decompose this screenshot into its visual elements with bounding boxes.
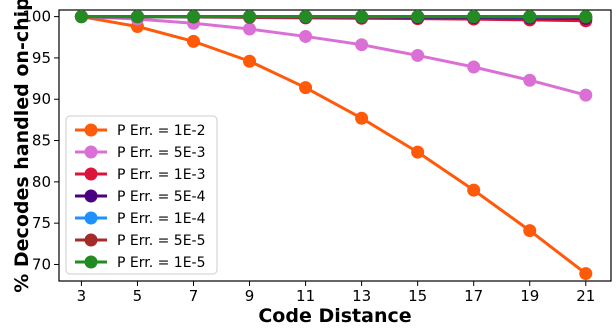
series-7 (74, 10, 593, 24)
data-point (467, 10, 481, 24)
series-2 (74, 10, 593, 102)
legend-label: P Err. = 5E-3 (117, 145, 206, 161)
x-tick-label: 17 (464, 287, 483, 305)
y-tick-label: 75 (32, 214, 51, 232)
data-point (130, 10, 144, 24)
y-tick-label: 70 (32, 255, 51, 273)
data-point (299, 81, 313, 95)
data-point (467, 60, 481, 74)
legend-marker (84, 233, 98, 247)
legend-entry: P Err. = 5E-3 (75, 145, 206, 161)
legend-marker (84, 123, 98, 137)
data-point (74, 10, 88, 24)
series-line (81, 15, 587, 275)
data-point (243, 22, 257, 36)
data-point (411, 145, 425, 159)
x-axis-ticks: 3 5 7 9 11 13 15 17 19 21 (77, 281, 595, 305)
data-point (355, 111, 369, 125)
data-point (523, 73, 537, 87)
y-tick-label: 85 (32, 132, 51, 150)
data-point (355, 10, 369, 24)
legend-label: P Err. = 1E-4 (117, 211, 206, 227)
legend-marker (84, 255, 98, 269)
x-tick-label: 3 (77, 287, 87, 305)
data-point (411, 10, 425, 24)
legend-label: P Err. = 1E-2 (117, 123, 206, 139)
legend-label: P Err. = 5E-5 (117, 233, 206, 249)
x-tick-label: 15 (408, 287, 427, 305)
data-point (579, 267, 593, 281)
legend-marker (84, 211, 98, 225)
legend-box (65, 115, 218, 275)
data-point (299, 10, 313, 24)
x-tick-label: 21 (576, 287, 595, 305)
data-point (243, 10, 257, 24)
legend-entry: P Err. = 1E-2 (75, 123, 206, 139)
y-tick-label: 90 (32, 90, 51, 108)
series-line (81, 15, 587, 97)
legend-label: P Err. = 1E-3 (117, 167, 206, 183)
data-point (243, 54, 257, 68)
legend-label: P Err. = 5E-4 (117, 189, 206, 205)
data-point (186, 34, 200, 48)
legend-marker (84, 167, 98, 181)
legend-marker (84, 145, 98, 159)
x-axis-title: Code Distance (258, 305, 411, 327)
legend-entry: P Err. = 5E-4 (75, 189, 206, 205)
data-point (411, 48, 425, 62)
data-point (579, 88, 593, 102)
data-point (523, 10, 537, 24)
y-axis-title: % Decodes handled on-chip (11, 0, 33, 293)
legend: P Err. = 1E-2 P Err. = 5E-3 P Err. = 1E-3 P… (65, 115, 218, 275)
legend-label: P Err. = 1E-5 (117, 255, 206, 271)
x-tick-label: 5 (133, 287, 143, 305)
plot-frame (58, 9, 612, 282)
data-point (523, 224, 537, 238)
y-tick-label: 95 (32, 49, 51, 67)
legend-entry: P Err. = 1E-3 (75, 167, 206, 183)
y-tick-label: 80 (32, 173, 51, 191)
x-tick-label: 13 (352, 287, 371, 305)
x-tick-label: 9 (245, 287, 255, 305)
legend-entry: P Err. = 1E-5 (75, 255, 206, 271)
legend-entry: P Err. = 1E-4 (75, 211, 206, 227)
data-point (299, 29, 313, 43)
x-tick-label: 11 (296, 287, 315, 305)
legend-marker (84, 189, 98, 203)
x-tick-label: 19 (520, 287, 539, 305)
y-axis-ticks: 70 75 80 85 90 95 100 (22, 8, 59, 273)
x-tick-label: 7 (189, 287, 199, 305)
data-point (186, 10, 200, 24)
series-layer (74, 10, 593, 281)
data-point (355, 38, 369, 52)
data-point (579, 10, 593, 24)
y-tick-label: 100 (22, 8, 51, 26)
data-point (467, 183, 481, 197)
legend-entry: P Err. = 5E-5 (75, 233, 206, 249)
